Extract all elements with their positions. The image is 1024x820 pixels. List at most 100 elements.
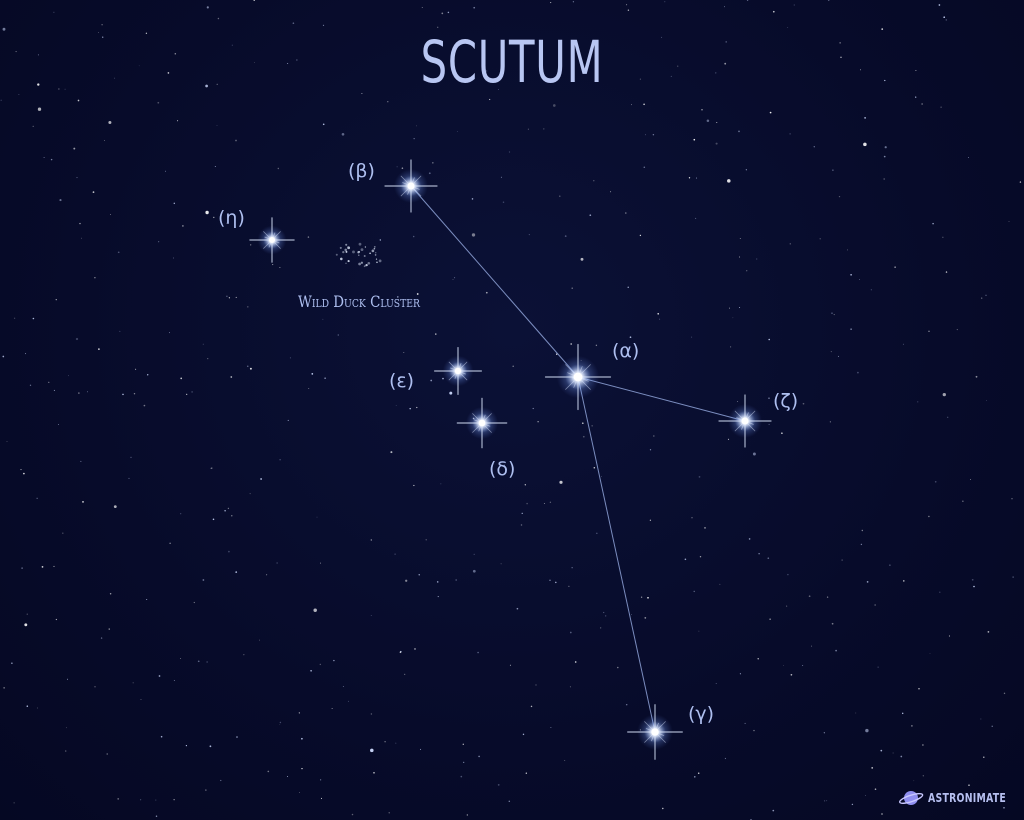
star-epsilon: [434, 347, 482, 395]
background-star: [77, 99, 80, 102]
background-star: [948, 635, 950, 637]
background-star: [228, 297, 231, 299]
background-star: [277, 167, 279, 170]
background-star: [704, 527, 706, 529]
background-star: [537, 421, 539, 423]
background-star: [98, 32, 99, 33]
background-star: [177, 120, 179, 122]
background-star: [497, 784, 500, 786]
background-star: [11, 662, 13, 665]
cluster-star: [360, 248, 364, 252]
cluster-star: [374, 252, 377, 254]
background-star: [610, 191, 612, 193]
background-star: [591, 425, 593, 427]
background-star: [564, 235, 567, 237]
background-star: [279, 267, 281, 268]
brand-name: ASTRONIMATE: [928, 791, 1007, 805]
background-star: [158, 241, 160, 243]
background-star: [337, 334, 339, 336]
background-star: [596, 532, 598, 534]
background-star: [938, 4, 941, 6]
background-star: [772, 809, 775, 812]
background-star: [677, 65, 679, 67]
background-star: [403, 352, 405, 354]
background-star: [173, 257, 174, 259]
background-star: [78, 392, 80, 394]
cluster-star: [364, 246, 367, 248]
line-alpha-gamma: [577, 376, 656, 733]
background-star: [235, 139, 237, 142]
background-star: [146, 598, 148, 601]
cluster-star: [345, 262, 347, 265]
background-star: [390, 451, 393, 454]
background-star: [202, 343, 204, 345]
background-star: [739, 673, 741, 675]
background-star: [644, 134, 647, 136]
background-star: [108, 628, 110, 630]
background-star: [75, 337, 79, 341]
background-star: [140, 799, 142, 801]
background-star: [413, 138, 415, 140]
cluster-star: [335, 253, 338, 256]
background-star: [649, 519, 652, 521]
background-star: [727, 438, 730, 440]
background-star: [922, 775, 924, 777]
background-star: [299, 792, 300, 793]
background-star: [167, 72, 170, 74]
background-star: [767, 557, 770, 560]
background-star: [850, 274, 852, 276]
background-star: [913, 780, 915, 782]
background-star: [122, 393, 124, 396]
background-star: [670, 75, 672, 77]
background-star: [503, 464, 506, 467]
background-star: [182, 225, 184, 227]
background-star: [928, 515, 930, 518]
background-star: [460, 775, 463, 778]
background-star: [197, 660, 200, 663]
background-star: [521, 512, 523, 515]
background-star: [98, 348, 100, 350]
background-star: [1012, 576, 1014, 578]
background-star: [701, 109, 703, 111]
background-star: [649, 449, 652, 451]
background-star: [81, 237, 82, 239]
background-star: [289, 357, 291, 359]
background-star: [871, 767, 874, 769]
background-star: [691, 517, 693, 519]
cluster-star: [345, 243, 348, 246]
background-star: [247, 365, 249, 367]
background-star: [652, 435, 655, 437]
wild-duck-cluster: [335, 242, 382, 268]
background-star: [437, 596, 439, 598]
background-star: [313, 608, 317, 613]
background-star: [943, 16, 946, 19]
background-star: [790, 673, 793, 676]
background-star: [498, 89, 499, 90]
background-star: [235, 296, 237, 298]
background-star: [859, 278, 860, 280]
background-star: [396, 166, 398, 168]
background-star: [585, 66, 587, 67]
cluster-star: [358, 242, 362, 246]
cluster-star: [365, 263, 368, 267]
background-star: [41, 566, 44, 568]
background-star: [101, 24, 103, 26]
background-star: [209, 745, 212, 748]
cluster-star: [378, 259, 382, 263]
background-star: [477, 651, 479, 654]
background-star: [65, 727, 67, 729]
background-star: [802, 402, 805, 405]
background-star: [789, 133, 791, 135]
background-star: [212, 518, 215, 521]
background-star: [918, 688, 920, 690]
background-star: [236, 736, 238, 738]
background-star: [859, 69, 862, 71]
background-star: [783, 665, 784, 667]
background-star: [903, 580, 905, 582]
cluster-star: [371, 249, 375, 253]
background-star: [748, 538, 751, 540]
background-star: [758, 553, 760, 555]
background-star: [6, 441, 8, 442]
background-star: [463, 761, 465, 764]
background-star: [846, 249, 849, 251]
